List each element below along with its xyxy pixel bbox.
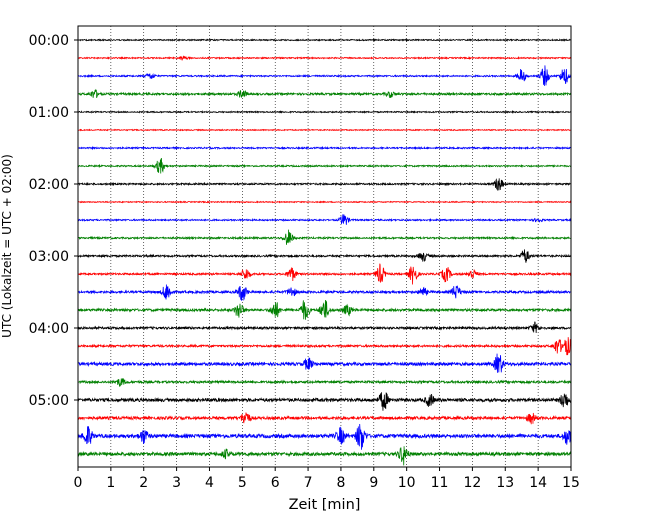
trace-line-18 (77, 353, 572, 373)
trace-line-7 (77, 158, 572, 174)
x-tick-label: 6 (271, 475, 280, 491)
trace-line-3 (77, 88, 572, 98)
trace-line-14 (77, 284, 572, 302)
seismic-traces (77, 38, 572, 466)
trace-line-1 (77, 55, 572, 61)
x-tick-label: 15 (562, 475, 580, 491)
trace-line-9 (77, 200, 572, 204)
trace-line-2 (77, 65, 572, 86)
trace-line-22 (77, 424, 572, 450)
y-tick-label: 01:00 (29, 105, 69, 121)
x-tick-label: 3 (172, 475, 181, 491)
x-tick-label: 13 (496, 475, 514, 491)
x-tick-label: 8 (336, 475, 345, 491)
x-tick-label: 4 (205, 475, 214, 491)
y-tick-label: 00:00 (29, 33, 69, 49)
trace-line-11 (77, 229, 572, 245)
trace-line-19 (77, 378, 572, 387)
trace-line-20 (77, 392, 572, 411)
x-tick-label: 14 (529, 475, 547, 491)
plot-frame (77, 25, 572, 468)
x-axis-ticks: 0 1 2 3 4 5 6 7 8 9 10 11 12 13 14 15 (74, 467, 580, 491)
y-tick-label: 02:00 (29, 177, 69, 193)
x-tick-label: 2 (139, 475, 148, 491)
trace-line-5 (77, 128, 572, 132)
x-tick-label: 7 (304, 475, 313, 491)
trace-line-17 (77, 337, 572, 356)
trace-line-16 (77, 321, 572, 334)
x-tick-label: 11 (431, 475, 449, 491)
x-tick-label: 12 (463, 475, 481, 491)
trace-line-8 (77, 178, 572, 192)
x-axis-label: Zeit [min] (289, 497, 361, 513)
trace-line-0 (77, 38, 572, 42)
trace-line-13 (78, 263, 572, 285)
y-tick-label: 05:00 (29, 393, 69, 409)
x-tick-label: 5 (238, 475, 247, 491)
x-tick-label: 10 (398, 475, 416, 491)
trace-line-12 (77, 249, 572, 263)
trace-line-15 (77, 300, 572, 320)
trace-line-4 (77, 110, 572, 114)
trace-line-6 (77, 145, 572, 151)
y-tick-label: 04:00 (29, 321, 69, 337)
trace-line-21 (77, 412, 572, 425)
x-tick-label: 1 (106, 475, 115, 491)
trace-line-10 (77, 214, 572, 225)
y-axis-label: UTC (Lokalzeit = UTC + 02:00) (0, 154, 14, 338)
x-tick-label: 9 (369, 475, 378, 491)
trace-line-23 (77, 446, 572, 466)
y-tick-label: 03:00 (29, 249, 69, 265)
x-tick-label: 0 (74, 475, 83, 491)
y-axis-ticks: 00:00 01:00 02:00 03:00 04:00 05:00 (29, 33, 78, 409)
